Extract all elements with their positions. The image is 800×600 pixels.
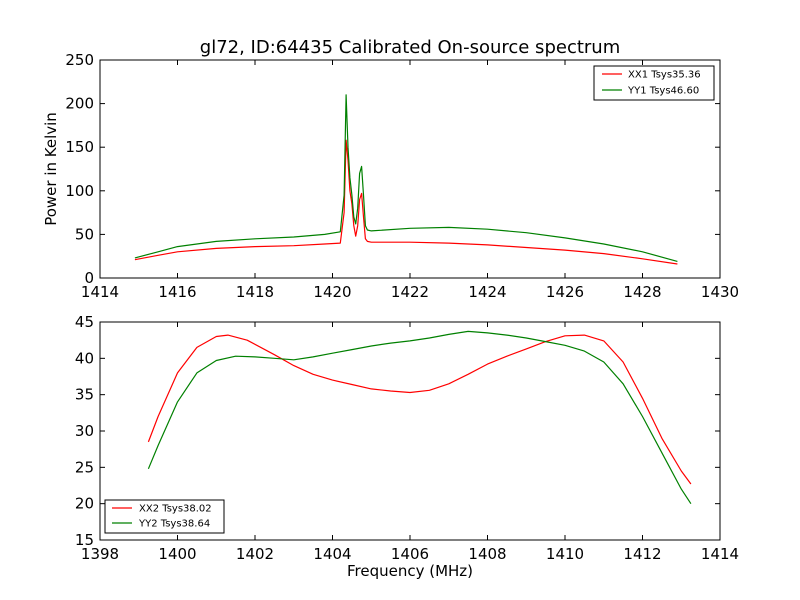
top-y-axis-label: Power in Kelvin <box>42 112 60 226</box>
series-line-yy2 <box>147 330 692 505</box>
bottom-x-tick-label: 1412 <box>623 545 661 563</box>
series-line-yy1 <box>134 94 678 262</box>
bottom-x-tick-label: 1404 <box>313 545 351 563</box>
bottom-y-tick-label: 15 <box>75 531 94 549</box>
bottom-series-layer <box>147 330 692 505</box>
top-y-tick-label: 250 <box>65 51 94 69</box>
legend-label-yy2: YY2 Tsys38.64 <box>138 519 210 530</box>
bottom-x-tick-label: 1414 <box>701 545 739 563</box>
bottom-y-tick-label: 20 <box>75 495 94 513</box>
bottom-tick-layer: 1398 1400 1402 1404 1406 1408 1410 1412 1414 15 20… <box>75 313 739 563</box>
bottom-x-tick-label: 1402 <box>236 545 274 563</box>
top-x-tick-label: 1430 <box>701 283 739 301</box>
legend-label-xx1: XX1 Tsys35.36 <box>628 70 701 81</box>
bottom-x-axis-label: Frequency (MHz) <box>347 562 473 580</box>
top-y-tick-label: 50 <box>75 225 94 243</box>
bottom-y-tick-label: 25 <box>75 458 94 476</box>
legend-label-xx2: XX2 Tsys38.02 <box>139 504 212 515</box>
bottom-y-tick-label: 35 <box>75 386 94 404</box>
top-y-tick-label: 200 <box>65 95 94 113</box>
bottom-y-tick-label: 40 <box>75 349 94 367</box>
top-legend-box <box>593 65 715 101</box>
top-x-tick-label: 1422 <box>391 283 429 301</box>
top-panel: gl72, ID:64435 Calibrated On-source spec… <box>42 37 739 301</box>
top-series-layer <box>134 94 678 265</box>
top-x-tick-label: 1414 <box>81 283 119 301</box>
bottom-x-tick-label: 1398 <box>81 545 119 563</box>
bottom-legend: XX2 Tsys38.02 YY2 Tsys38.64 <box>104 499 225 534</box>
bottom-x-tick-label: 1410 <box>546 545 584 563</box>
bottom-x-tick-label: 1406 <box>391 545 429 563</box>
bottom-panel: Frequency (MHz) 1398 1400 1402 1404 1406 1408… <box>75 313 739 580</box>
top-x-tick-label: 1420 <box>313 283 351 301</box>
top-x-tick-label: 1426 <box>546 283 584 301</box>
top-y-tick-label: 100 <box>65 182 94 200</box>
bottom-y-tick-label: 45 <box>75 313 94 331</box>
top-tick-layer: 1414 1416 1418 1420 1422 1424 1426 1428 1430 0 50 1… <box>65 51 739 301</box>
top-y-tick-label: 150 <box>65 138 94 156</box>
legend-label-yy1: YY1 Tsys46.60 <box>627 86 699 97</box>
top-x-tick-label: 1424 <box>468 283 506 301</box>
bottom-y-tick-label: 30 <box>75 422 94 440</box>
top-legend: XX1 Tsys35.36 YY1 Tsys46.60 <box>593 65 715 101</box>
top-x-tick-label: 1416 <box>158 283 196 301</box>
bottom-legend-box <box>104 499 225 534</box>
series-line-xx1 <box>134 139 678 265</box>
chart-title: gl72, ID:64435 Calibrated On-source spec… <box>200 37 620 58</box>
series-line-xx2 <box>147 334 692 485</box>
top-y-tick-label: 0 <box>84 269 94 287</box>
bottom-x-tick-label: 1400 <box>158 545 196 563</box>
top-x-tick-label: 1428 <box>623 283 661 301</box>
top-x-tick-label: 1418 <box>236 283 274 301</box>
bottom-x-tick-label: 1408 <box>468 545 506 563</box>
